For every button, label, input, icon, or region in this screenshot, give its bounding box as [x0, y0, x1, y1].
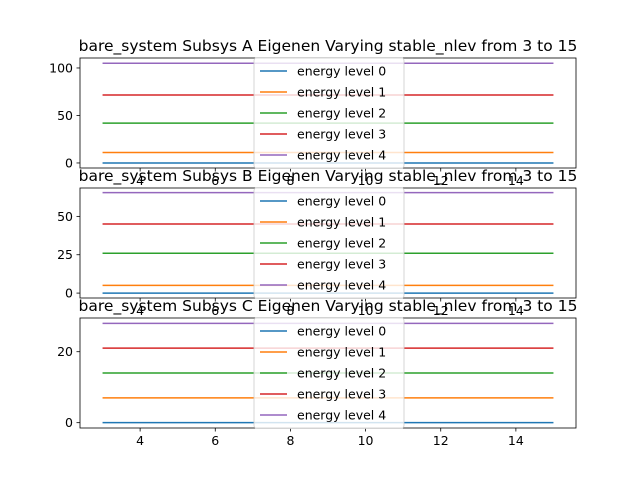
x-tick-label: 14	[508, 173, 524, 188]
legend-box	[253, 317, 405, 429]
subplot-2: 4 6 8 10 12 14 0 25 50 bare_system Subsys B Eigen…	[57, 167, 577, 318]
legend-label-energy-level-0: energy level 0	[297, 64, 386, 79]
y-tick-label: 0	[65, 286, 73, 301]
x-tick-label: 10	[358, 173, 374, 188]
legend-label-energy-level-0: energy level 0	[297, 324, 386, 339]
legend-label-energy-level-1: energy level 1	[297, 215, 386, 230]
legend-label-energy-level-3: energy level 3	[297, 127, 386, 142]
legend-label-energy-level-3: energy level 3	[297, 257, 386, 272]
y-tick-label: 20	[57, 344, 73, 359]
subplot-3: 4 6 8 10 12 14 0 20 bare_system Subsys C Eigenen…	[57, 297, 577, 448]
x-tick-label: 4	[136, 303, 144, 318]
legend-label-energy-level-4: energy level 4	[297, 408, 386, 423]
x-tick-label: 12	[433, 173, 449, 188]
legend-label-energy-level-2: energy level 2	[297, 366, 386, 381]
y-tick-label: 25	[57, 247, 73, 262]
x-tick-label: 8	[286, 173, 294, 188]
x-tick-label: 6	[211, 433, 219, 448]
legend-label-energy-level-4: energy level 4	[297, 148, 386, 163]
x-tick-label: 6	[211, 173, 219, 188]
chart-title: bare_system Subsys C Eigenen Varying sta…	[79, 297, 578, 316]
y-tick-label: 0	[65, 155, 73, 170]
legend-box	[253, 187, 405, 299]
y-tick-label: 0	[65, 415, 73, 430]
x-tick-label: 12	[433, 433, 449, 448]
x-tick-label: 12	[433, 303, 449, 318]
legend-label-energy-level-0: energy level 0	[297, 194, 386, 209]
y-tick-label: 50	[57, 108, 73, 123]
x-tick-label: 8	[286, 303, 294, 318]
x-tick-label: 10	[358, 433, 374, 448]
x-tick-label: 14	[508, 433, 524, 448]
chart-title: bare_system Subsys B Eigenen Varying sta…	[79, 167, 578, 186]
y-tick-label: 100	[49, 60, 73, 75]
legend-label-energy-level-2: energy level 2	[297, 106, 386, 121]
x-tick-label: 10	[358, 303, 374, 318]
legend-label-energy-level-2: energy level 2	[297, 236, 386, 251]
legend: energy level 0 energy level 1 energy level…	[253, 187, 405, 299]
chart-title: bare_system Subsys A Eigenen Varying sta…	[79, 37, 578, 56]
x-tick-label: 4	[136, 433, 144, 448]
x-tick-label: 14	[508, 303, 524, 318]
x-tick-label: 4	[136, 173, 144, 188]
legend: energy level 0 energy level 1 energy level…	[253, 317, 405, 429]
legend-box	[253, 57, 405, 169]
legend-label-energy-level-4: energy level 4	[297, 278, 386, 293]
y-tick-label: 50	[57, 209, 73, 224]
legend-label-energy-level-3: energy level 3	[297, 387, 386, 402]
x-tick-label: 6	[211, 303, 219, 318]
subplot-1: 4 6 8 10 12 14 0 50 100 bare_system Subsys A Eige…	[49, 37, 577, 188]
legend-label-energy-level-1: energy level 1	[297, 345, 386, 360]
legend: energy level 0 energy level 1 energy level…	[253, 57, 405, 169]
legend-label-energy-level-1: energy level 1	[297, 85, 386, 100]
x-tick-label: 8	[286, 433, 294, 448]
